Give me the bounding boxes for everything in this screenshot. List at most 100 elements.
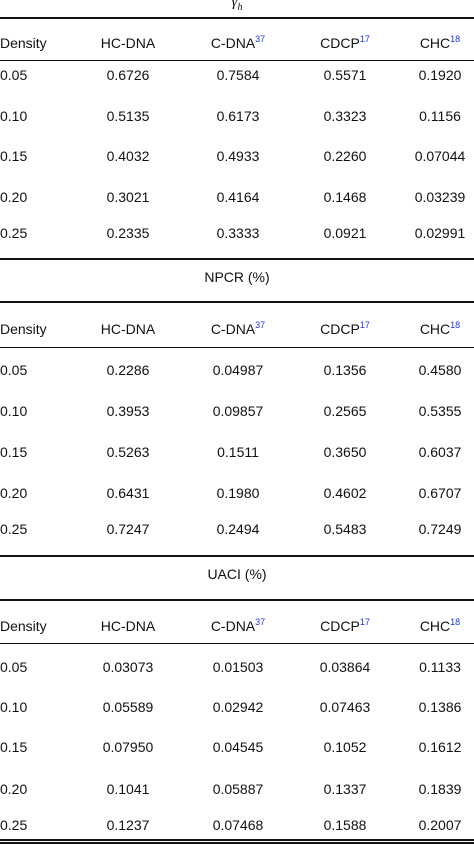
column-header: Density: [0, 617, 60, 635]
value-cell: 0.1612: [418, 739, 462, 755]
value-cell: 0.5263: [106, 444, 150, 460]
value-cell: 0.4032: [106, 148, 150, 164]
gamma-subscript: h: [237, 2, 243, 13]
value-cell: 0.04987: [212, 362, 264, 378]
column-header-label: CDCP: [320, 618, 360, 634]
reference-link[interactable]: 37: [255, 320, 266, 330]
density-cell: 0.10: [0, 403, 28, 419]
density-cell: 0.15: [0, 148, 28, 164]
table-rule: [0, 842, 474, 844]
column-header: C-DNA37: [193, 617, 283, 635]
column-header-label: CDCP: [320, 35, 360, 51]
column-header-label: C-DNA: [210, 35, 256, 51]
column-header-label: Density: [0, 618, 47, 634]
table-rule: [0, 258, 474, 260]
value-cell: 0.03073: [102, 659, 154, 675]
value-cell: 0.1156: [419, 108, 461, 124]
value-cell: 0.2260: [323, 148, 367, 164]
value-cell: 0.2286: [106, 362, 150, 378]
table-rule: [0, 60, 474, 61]
table-rule: [0, 643, 474, 644]
column-header: CHC18: [404, 34, 474, 52]
density-cell: 0.25: [0, 817, 28, 833]
value-cell: 0.5571: [323, 67, 367, 83]
value-cell: 0.1133: [419, 659, 461, 675]
reference-link[interactable]: 17: [359, 34, 370, 44]
gamma-symbol: γh: [232, 0, 243, 13]
column-header: C-DNA37: [193, 34, 283, 52]
column-header: CDCP17: [300, 617, 390, 635]
value-cell: 0.05589: [102, 699, 154, 715]
value-cell: 0.5135: [106, 108, 150, 124]
table-rule: [0, 599, 474, 601]
value-cell: 0.4580: [418, 362, 462, 378]
reference-link[interactable]: 17: [359, 617, 370, 627]
column-header-label: C-DNA: [210, 618, 256, 634]
value-cell: 0.3333: [216, 225, 260, 241]
value-cell: 0.01503: [212, 659, 264, 675]
value-cell: 0.3323: [323, 108, 367, 124]
reference-link[interactable]: 37: [255, 617, 266, 627]
column-header-label: C-DNA: [210, 321, 256, 337]
value-cell: 0.07044: [414, 148, 466, 164]
value-cell: 0.5355: [418, 403, 462, 419]
column-header: CHC18: [404, 320, 474, 338]
value-cell: 0.4933: [216, 148, 260, 164]
value-cell: 0.6173: [216, 108, 260, 124]
density-cell: 0.25: [0, 225, 28, 241]
value-cell: 0.1839: [418, 781, 462, 797]
reference-link[interactable]: 18: [450, 320, 461, 330]
value-cell: 0.6707: [418, 485, 462, 501]
column-header-label: Density: [0, 321, 47, 337]
value-cell: 0.07463: [319, 699, 371, 715]
column-header: C-DNA37: [193, 320, 283, 338]
value-cell: 0.1041: [106, 781, 150, 797]
section-title: γh: [0, 0, 474, 17]
reference-link[interactable]: 18: [450, 617, 461, 627]
value-cell: 0.5483: [323, 521, 367, 537]
column-header: CDCP17: [300, 320, 390, 338]
density-cell: 0.20: [0, 781, 28, 797]
value-cell: 0.02991: [414, 225, 466, 241]
value-cell: 0.4602: [323, 485, 367, 501]
value-cell: 0.7584: [216, 67, 260, 83]
value-cell: 0.1337: [323, 781, 367, 797]
table-rule: [0, 555, 474, 557]
column-header-label: HC-DNA: [100, 618, 156, 634]
value-cell: 0.7249: [418, 521, 462, 537]
column-header: HC-DNA: [88, 34, 168, 52]
density-cell: 0.20: [0, 485, 28, 501]
density-cell: 0.25: [0, 521, 28, 537]
density-cell: 0.10: [0, 699, 28, 715]
value-cell: 0.04545: [212, 739, 264, 755]
density-cell: 0.15: [0, 739, 28, 755]
value-cell: 0.1386: [418, 699, 462, 715]
reference-link[interactable]: 37: [255, 34, 266, 44]
value-cell: 0.2565: [323, 403, 367, 419]
value-cell: 0.2335: [106, 225, 150, 241]
value-cell: 0.4164: [216, 189, 260, 205]
reference-link[interactable]: 17: [359, 320, 370, 330]
value-cell: 0.3650: [323, 444, 367, 460]
column-header-label: HC-DNA: [100, 35, 156, 51]
column-header-label: HC-DNA: [100, 321, 156, 337]
section-title: UACI (%): [207, 566, 267, 582]
value-cell: 0.03239: [414, 189, 466, 205]
reference-link[interactable]: 18: [450, 34, 461, 44]
density-cell: 0.20: [0, 189, 28, 205]
value-cell: 0.6726: [106, 67, 150, 83]
column-header: HC-DNA: [88, 617, 168, 635]
value-cell: 0.0921: [323, 225, 367, 241]
value-cell: 0.1356: [323, 362, 367, 378]
column-header-label: CHC: [419, 618, 451, 634]
column-header-label: CHC: [419, 35, 451, 51]
value-cell: 0.03864: [319, 659, 371, 675]
column-header: Density: [0, 320, 60, 338]
column-header-label: CHC: [419, 321, 451, 337]
column-header-label: CDCP: [320, 321, 360, 337]
column-header-label: Density: [0, 35, 47, 51]
value-cell: 0.1511: [217, 444, 259, 460]
table-rule: [0, 17, 474, 19]
density-cell: 0.05: [0, 362, 28, 378]
column-header: CDCP17: [300, 34, 390, 52]
